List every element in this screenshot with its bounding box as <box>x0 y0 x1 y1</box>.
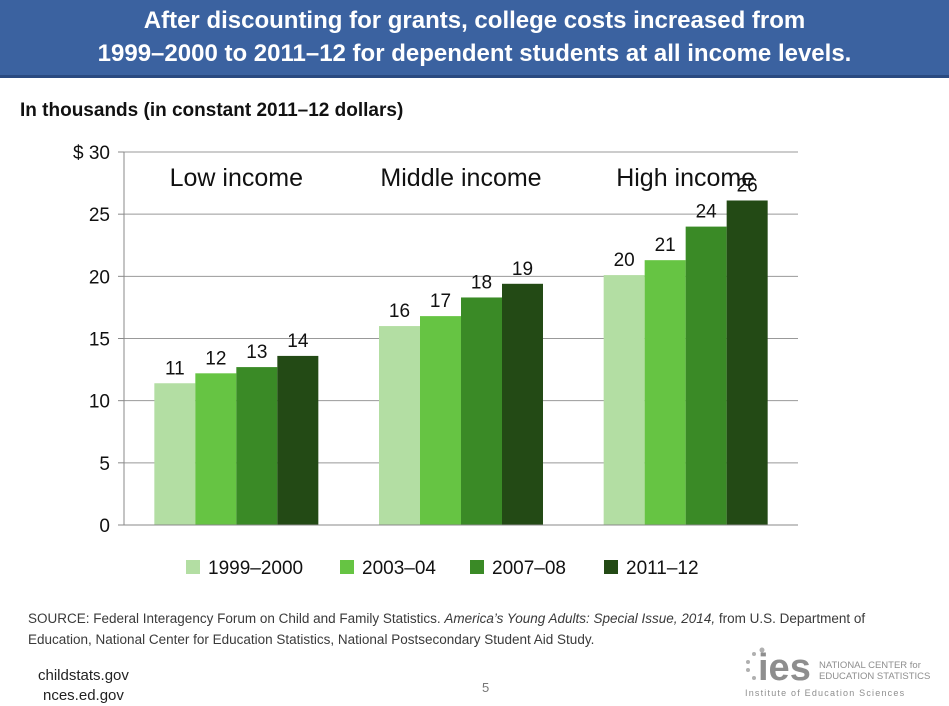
data-label: 12 <box>205 348 226 369</box>
bar <box>685 226 727 525</box>
y-tick-label: 25 <box>89 205 110 226</box>
data-label: 21 <box>655 235 676 256</box>
data-label: 24 <box>696 202 718 223</box>
data-label: 16 <box>389 301 410 322</box>
bar <box>154 383 196 525</box>
source-publication-title: America’s Young Adults: Special Issue, 2… <box>444 611 716 626</box>
data-label: 26 <box>737 175 758 196</box>
legend-swatch <box>186 560 200 574</box>
logo-dots <box>746 647 765 680</box>
data-label: 11 <box>165 358 185 379</box>
bar-chart: 0 5 10 15 20 25 $ 30 Low income 11 12 13 14 Middle i… <box>73 143 798 579</box>
source-prefix: SOURCE: Federal Interagency Forum on Chi… <box>28 611 445 626</box>
chart-units-label: In thousands (in constant 2011–12 dollar… <box>20 100 404 121</box>
logo-line-3: Institute of Education Sciences <box>745 688 905 698</box>
legend-label: 2007–08 <box>492 558 566 579</box>
category-label: Low income <box>170 164 303 192</box>
footer-links: childstats.gov nces.ed.gov <box>38 666 129 706</box>
legend-label: 1999–2000 <box>208 558 303 579</box>
bar <box>379 326 420 525</box>
logo-line-1: NATIONAL CENTER for <box>819 660 921 671</box>
nces-link[interactable]: nces.ed.gov <box>43 687 124 704</box>
bar <box>461 297 502 525</box>
legend-swatch <box>470 560 484 574</box>
bar <box>195 373 237 525</box>
bar <box>236 367 278 525</box>
bar <box>420 316 461 525</box>
data-label: 17 <box>430 291 451 312</box>
title-line-1: After discounting for grants, college co… <box>143 7 806 34</box>
y-tick-label: 20 <box>89 267 110 288</box>
title-bar: After discounting for grants, college co… <box>0 0 949 78</box>
bar <box>603 275 645 525</box>
source-note: SOURCE: Federal Interagency Forum on Chi… <box>28 608 923 650</box>
y-tick-label: 5 <box>99 454 110 475</box>
data-label: 20 <box>614 250 635 271</box>
legend-label: 2003–04 <box>362 558 436 579</box>
source-suffix: from U.S. Department of Education, Natio… <box>28 611 866 647</box>
logo-line-2: EDUCATION STATISTICS <box>819 671 930 682</box>
page-number: 5 <box>482 680 490 695</box>
y-tick-label: 10 <box>89 392 110 413</box>
logo-ies-text: ies <box>758 647 811 689</box>
y-tick-label: 15 <box>89 330 110 351</box>
bar <box>502 283 543 525</box>
legend-label: 2011–12 <box>626 558 699 579</box>
category-label: Middle income <box>380 164 541 192</box>
data-label: 18 <box>471 272 492 293</box>
title-line-2: 1999–2000 to 2011–12 for dependent stude… <box>97 40 852 67</box>
bar <box>726 200 768 525</box>
y-tick-label: $ 30 <box>73 143 110 164</box>
legend-swatch <box>340 560 354 574</box>
ies-logo: ies NATIONAL CENTER for EDUCATION STATIS… <box>745 647 930 698</box>
data-label: 13 <box>246 342 267 363</box>
bar <box>644 260 686 525</box>
data-label: 19 <box>512 259 533 280</box>
childstats-link[interactable]: childstats.gov <box>38 667 129 684</box>
slide-title: After discounting for grants, college co… <box>0 4 949 70</box>
bar <box>277 355 319 525</box>
category-label: High income <box>616 164 755 192</box>
data-label: 14 <box>287 331 309 352</box>
y-tick-label: 0 <box>99 516 110 537</box>
legend-swatch <box>604 560 618 574</box>
